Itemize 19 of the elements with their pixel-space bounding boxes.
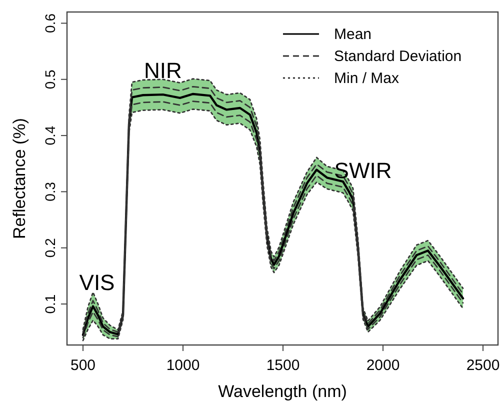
x-tick-label: 1000 — [166, 357, 200, 374]
annotation: NIR — [144, 58, 182, 83]
y-axis-title: Reflectance (%) — [10, 118, 29, 239]
y-tick-label: 0.3 — [42, 182, 58, 202]
y-tick-label: 0.6 — [42, 13, 58, 33]
x-tick-label: 2000 — [366, 357, 400, 374]
y-tick-label: 0.2 — [42, 238, 58, 258]
legend-label: Mean — [334, 26, 372, 43]
annotation: SWIR — [334, 158, 392, 183]
x-tick-label: 1500 — [266, 357, 300, 374]
legend-label: Standard Deviation — [334, 48, 462, 65]
y-tick-label: 0.4 — [42, 126, 58, 146]
y-tick-label: 0.5 — [42, 69, 58, 90]
legend-label: Min / Max — [334, 70, 400, 87]
y-tick-label: 0.1 — [42, 294, 58, 314]
x-tick-label: 2500 — [466, 357, 500, 374]
x-tick-label: 500 — [70, 357, 96, 374]
annotation: VIS — [79, 270, 115, 295]
x-axis-title: Wavelength (nm) — [218, 382, 347, 401]
